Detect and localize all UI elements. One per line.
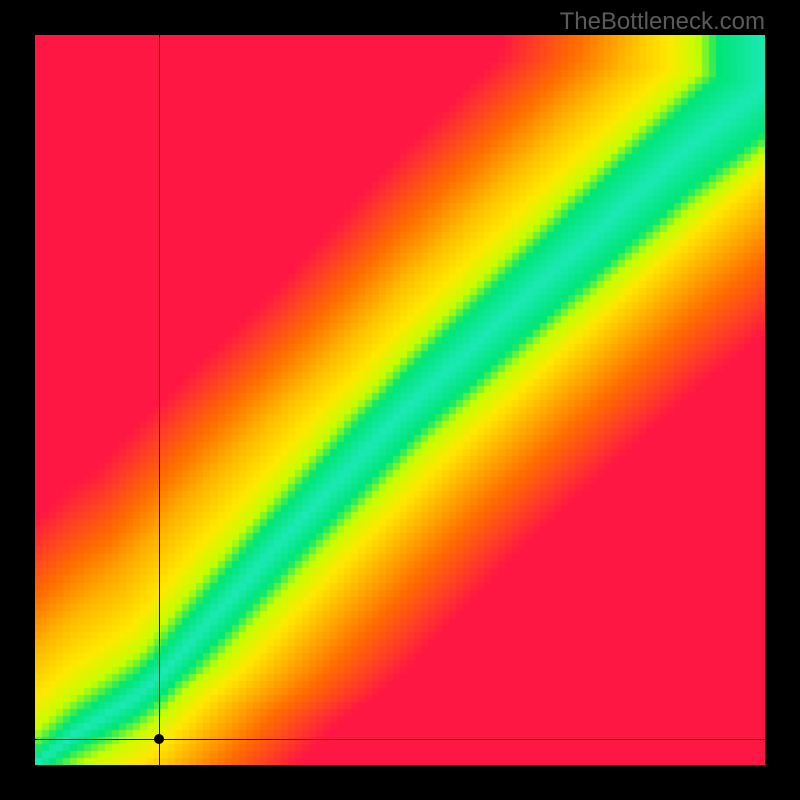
watermark-text: TheBottleneck.com — [560, 8, 765, 36]
crosshair-marker-dot — [154, 734, 164, 744]
chart-container: TheBottleneck.com — [0, 0, 800, 800]
heatmap-canvas — [35, 35, 765, 765]
crosshair-horizontal — [35, 739, 765, 740]
plot-area — [35, 35, 765, 765]
crosshair-vertical — [159, 35, 160, 765]
